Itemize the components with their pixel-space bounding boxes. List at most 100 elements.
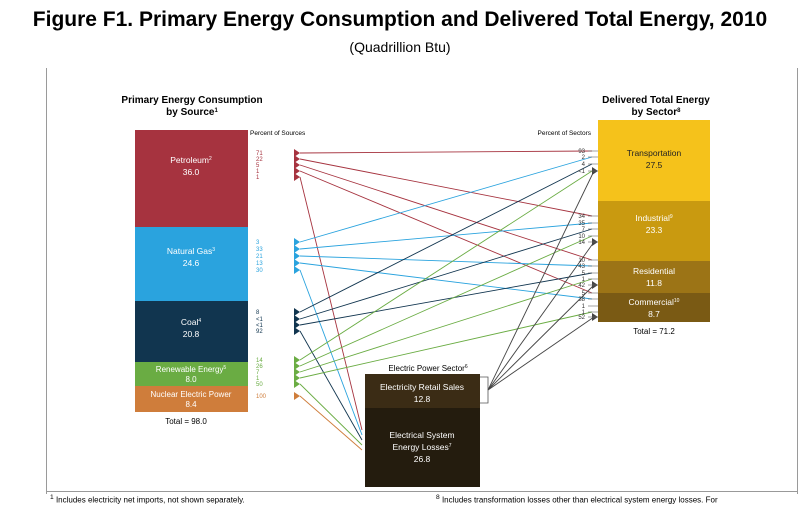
petroleum-flow-arrow-4 [294,173,300,181]
sector-box-industrial: Industrial9 23.3 [598,201,710,261]
retail-bracket [480,376,489,404]
source-box-petroleum: Petroleum2 36.0 [135,130,248,227]
electric-power-heading: Electric Power Sector6 [388,364,467,373]
footnote-8: 8 Includes transformation losses other t… [436,494,718,505]
commercial-value: 8.7 [648,309,660,319]
flow-lines [294,149,598,451]
residential-percent-2: 5 [582,271,586,277]
energy-losses-bar [365,408,480,487]
natural-gas-value: 24.6 [183,258,200,268]
petroleum-flow-electric [299,176,363,431]
renewable-percent-3: 1 [256,376,260,382]
sector-box-residential: Residential 11.8 [598,261,710,293]
renewable-percent-0: 14 [256,358,263,364]
transportation-bar [598,120,710,201]
petroleum-flow-industrial [299,158,593,217]
coal-percent-0: 8 [256,310,260,316]
renewable-label: Renewable Energy5 [156,365,227,374]
renewable-flow-residential [299,278,593,373]
residential-percent-4: 42 [578,283,585,289]
renewable-value: 8.0 [185,375,197,384]
coal-flow-industrial [299,228,593,320]
renewable-flow-transportation [299,170,593,361]
coal-flow-arrow-0 [294,308,300,316]
renewable-flow-arrow-3 [294,374,300,382]
figure-subtitle: (Quadrillion Btu) [349,39,451,55]
source-box-renewable: Renewable Energy5 8.0 [135,362,248,386]
industrial-label: Industrial9 [635,213,673,223]
figure-title: Figure F1. Primary Energy Consumption an… [32,8,768,31]
petroleum-flow-arrow-2 [294,161,300,169]
sector-box-commercial: Commercial10 8.7 [598,293,710,322]
delivered-heading-line2: by Sector8 [632,107,682,118]
petroleum-percent-1: 22 [256,157,263,163]
footnote-rule [46,491,798,492]
petroleum-label: Petroleum2 [170,155,212,165]
nuclear-label: Nuclear Electric Power [151,390,232,399]
natural-gas-percent-1: 33 [256,247,263,253]
coal-flow-residential [299,272,593,326]
losses-value: 26.8 [414,454,431,464]
coal-bar [135,301,248,362]
commercial-percent-2: 1 [582,304,586,310]
industrial-percent-1: 35 [578,221,585,227]
petroleum-percent-4: 1 [256,175,260,181]
transportation-percent-3: <1 [578,169,586,175]
industrial-percent-2: 7 [582,227,586,233]
natural-gas-flow-arrow-2 [294,252,300,260]
petroleum-flow-arrow-1 [294,155,300,163]
percent-of-sources-label: Percent of Sources [250,130,306,137]
natural-gas-percent-2: 21 [256,254,263,260]
delivered-total: Total = 71.2 [633,327,675,336]
nuclear-value: 8.4 [185,400,197,409]
transportation-value: 27.5 [646,160,663,170]
petroleum-percent-3: 1 [256,169,260,175]
retail-flow-transportation [487,170,595,391]
coal-flow-electric [299,330,363,441]
sector-box-transportation: Transportation 27.5 [598,120,710,201]
natural-gas-percent-4: 30 [256,268,263,274]
retail-flow-residential [487,284,595,391]
coal-flow-transportation [299,163,593,313]
retail-value: 12.8 [414,394,431,404]
petroleum-flow-arrow-3 [294,167,300,175]
natural-gas-label: Natural Gas3 [167,246,215,256]
petroleum-value: 36.0 [183,167,200,177]
renewable-flow-industrial [299,235,593,367]
coal-flow-arrow-3 [294,327,300,335]
industrial-value: 23.3 [646,225,663,235]
petroleum-flow-residential [299,164,593,261]
renewable-flow-electric [299,383,363,446]
natural-gas-flow-transportation [299,156,593,243]
coal-flow-arrow-2 [294,321,300,329]
transportation-percent-0: 93 [578,149,585,155]
renewable-bar [135,362,248,386]
commercial-label: Commercial10 [629,297,680,307]
residential-bar [598,261,710,293]
natural-gas-percent-0: 3 [256,240,260,246]
nuclear-percent-0: 100 [256,394,267,400]
coal-label: Coal4 [181,317,201,327]
renewable-percent-2: 7 [256,370,260,376]
coal-percent-2: <1 [256,323,264,329]
retail-flow-commercial [487,316,595,391]
source-box-coal: Coal4 20.8 [135,301,248,362]
source-box-natural-gas: Natural Gas3 24.6 [135,227,248,301]
natural-gas-flow-industrial [299,222,593,250]
petroleum-percent-0: 71 [256,151,263,157]
coal-flow-arrow-1 [294,315,300,323]
source-box-nuclear: Nuclear Electric Power 8.4 [135,386,248,412]
right-frame-line [797,68,798,494]
renewable-percent-4: 50 [256,382,263,388]
residential-value: 11.8 [646,278,662,288]
footnote-1: 1 Includes electricity net imports, not … [50,494,245,505]
coal-percent-1: <1 [256,317,264,323]
residential-percent-1: 43 [578,264,585,270]
industrial-percent-0: 34 [578,214,585,220]
natural-gas-percent-3: 13 [256,261,263,267]
nuclear-bar [135,386,248,412]
